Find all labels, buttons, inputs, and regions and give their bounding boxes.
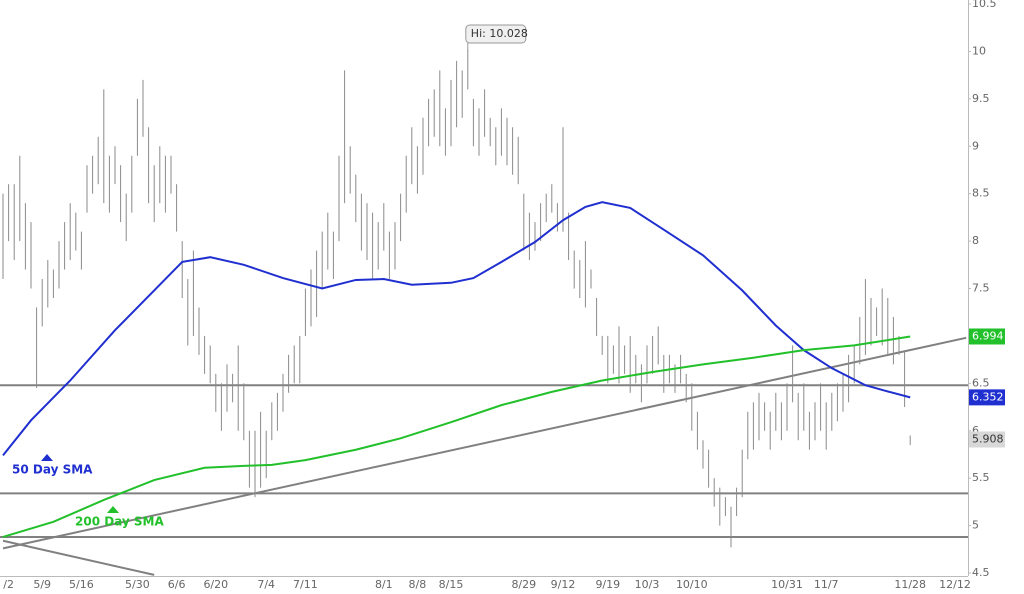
y-tick-label: 5 bbox=[972, 519, 979, 532]
x-tick-label: 8/1 bbox=[375, 578, 393, 591]
sma-line bbox=[2, 335, 911, 538]
trend-line bbox=[2, 539, 155, 576]
y-tick-label: 4.5 bbox=[972, 566, 990, 579]
x-tick-label: 10/10 bbox=[676, 578, 708, 591]
trend-line bbox=[2, 336, 967, 550]
y-tick-label: 9 bbox=[972, 139, 979, 152]
y-tick-label: 7.5 bbox=[972, 282, 990, 295]
y-tick-label: 6 bbox=[972, 424, 979, 437]
plot-area bbox=[0, 48, 968, 576]
x-tick-label: 8/15 bbox=[439, 578, 464, 591]
y-tick-label: 9.5 bbox=[972, 92, 990, 105]
x-tick-label: 10/31 bbox=[771, 578, 803, 591]
x-tick-label: 11/28 bbox=[894, 578, 926, 591]
x-tick-label: 7/11 bbox=[293, 578, 318, 591]
x-tick-label: 7/4 bbox=[257, 578, 275, 591]
x-tick-label: 6/6 bbox=[168, 578, 186, 591]
y-tick-label: 5.5 bbox=[972, 471, 990, 484]
value-tag-label: 6.994 bbox=[972, 329, 1004, 342]
legend-marker bbox=[107, 506, 119, 513]
y-tick-label: 8 bbox=[972, 234, 979, 247]
x-tick-label: 5/16 bbox=[69, 578, 94, 591]
y-tick-label: 10.5 bbox=[972, 0, 997, 10]
x-tick-label: 5/30 bbox=[125, 578, 150, 591]
legend-label: 50 Day SMA bbox=[12, 463, 93, 477]
x-tick-label: /2 bbox=[3, 578, 14, 591]
legend-marker bbox=[41, 454, 53, 461]
value-tag-label: 6.352 bbox=[972, 390, 1004, 403]
x-tick-label: 11/7 bbox=[814, 578, 839, 591]
value-tag bbox=[969, 389, 1005, 406]
value-tag-label: 5.908 bbox=[972, 432, 1004, 445]
value-tag bbox=[969, 328, 1005, 345]
x-tick-label: 8/29 bbox=[511, 578, 536, 591]
value-tag bbox=[969, 431, 1005, 448]
y-tick-label: 8.5 bbox=[972, 187, 990, 200]
x-tick-label: 8/8 bbox=[409, 578, 427, 591]
x-tick-label: 10/3 bbox=[635, 578, 660, 591]
x-tick-label: 12/12 bbox=[939, 578, 971, 591]
annotation-box bbox=[465, 24, 527, 44]
x-tick-label: 6/20 bbox=[203, 578, 228, 591]
legend-label: 200 Day SMA bbox=[75, 515, 165, 529]
y-tick-label: 6.5 bbox=[972, 376, 990, 389]
annotation: Hi: 10.028 bbox=[471, 27, 528, 40]
sma-line bbox=[2, 201, 911, 457]
y-tick-label: 10 bbox=[972, 44, 986, 57]
x-tick-label: 9/19 bbox=[595, 578, 620, 591]
x-tick-label: 9/12 bbox=[551, 578, 576, 591]
x-tick-label: 5/9 bbox=[33, 578, 51, 591]
